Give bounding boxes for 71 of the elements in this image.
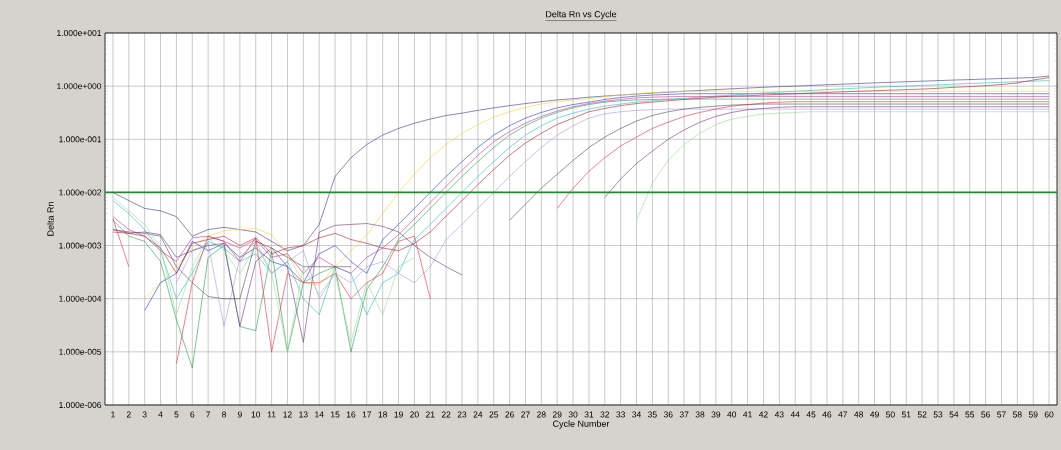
x-tick-label: 55 <box>965 411 975 418</box>
x-tick-label: 48 <box>854 411 864 418</box>
x-tick-label: 31 <box>584 411 594 418</box>
x-tick-label: 32 <box>600 411 610 418</box>
x-tick-label: 45 <box>806 411 816 418</box>
x-tick-label: 46 <box>822 411 832 418</box>
y-tick-label: 1.000e-001 <box>59 136 102 143</box>
x-tick-label: 8 <box>222 411 226 418</box>
y-tick-label: 1.000e+000 <box>57 83 102 90</box>
y-tick-label: 1.000e-004 <box>59 295 102 302</box>
x-tick-label: 5 <box>174 411 179 418</box>
x-tick-label: 29 <box>552 411 562 418</box>
x-tick-label: 13 <box>299 411 308 418</box>
y-axis-title: Delta Rn <box>47 202 54 236</box>
x-tick-label: 28 <box>537 411 546 418</box>
x-tick-label: 44 <box>790 411 800 418</box>
x-tick-label: 11 <box>267 411 276 418</box>
x-tick-label: 36 <box>663 411 673 418</box>
x-tick-label: 37 <box>679 411 689 418</box>
x-tick-label: 22 <box>441 411 451 418</box>
x-tick-label: 43 <box>774 411 784 418</box>
y-tick-label: 1.000e-005 <box>59 348 102 355</box>
x-tick-label: 41 <box>743 411 752 418</box>
x-tick-label: 58 <box>1012 411 1022 418</box>
x-tick-label: 26 <box>505 411 514 418</box>
x-tick-label: 47 <box>838 411 848 418</box>
y-tick-label: 1.000e+001 <box>57 30 102 36</box>
y-tick-label: 1.000e-006 <box>59 402 102 408</box>
y-tick-label: 1.000e-002 <box>59 189 102 196</box>
x-tick-label: 15 <box>331 411 340 418</box>
x-tick-label: 14 <box>315 411 324 418</box>
x-tick-label: 39 <box>711 411 721 418</box>
x-tick-label: 21 <box>425 411 435 418</box>
x-tick-label: 50 <box>886 411 895 418</box>
x-tick-label: 52 <box>917 411 927 418</box>
x-tick-label: 59 <box>1028 411 1038 418</box>
x-tick-label: 6 <box>190 411 195 418</box>
x-tick-label: 54 <box>949 411 959 418</box>
x-tick-label: 53 <box>933 411 943 418</box>
x-tick-label: 49 <box>870 411 879 418</box>
x-tick-label: 25 <box>489 411 499 418</box>
x-axis-title: Cycle Number <box>553 420 610 429</box>
x-tick-label: 20 <box>410 411 419 418</box>
x-tick-label: 16 <box>346 411 356 418</box>
x-tick-label: 33 <box>616 411 626 418</box>
x-tick-label: 1 <box>111 411 115 418</box>
y-tick-label: 1.000e-003 <box>59 242 102 249</box>
x-tick-label: 34 <box>632 411 642 418</box>
x-tick-label: 60 <box>1044 411 1054 418</box>
x-tick-label: 56 <box>981 411 990 418</box>
x-tick-label: 17 <box>362 411 372 418</box>
x-tick-label: 19 <box>394 411 403 418</box>
x-tick-label: 9 <box>237 411 242 418</box>
x-tick-label: 18 <box>378 411 388 418</box>
x-tick-label: 10 <box>251 411 261 418</box>
x-tick-label: 42 <box>758 411 768 418</box>
x-tick-label: 40 <box>727 411 737 418</box>
x-tick-label: 2 <box>126 411 131 418</box>
x-tick-label: 7 <box>206 411 211 418</box>
x-tick-label: 35 <box>648 411 657 418</box>
x-tick-label: 27 <box>521 411 530 418</box>
x-tick-label: 3 <box>142 411 147 418</box>
x-tick-label: 57 <box>997 411 1006 418</box>
x-tick-label: 30 <box>568 411 578 418</box>
x-tick-label: 24 <box>473 411 483 418</box>
x-tick-label: 12 <box>283 411 292 418</box>
x-tick-label: 23 <box>457 411 467 418</box>
x-tick-label: 51 <box>901 411 911 418</box>
chart-title: Delta Rn vs Cycle <box>546 10 617 20</box>
x-tick-label: 38 <box>695 411 705 418</box>
x-tick-label: 4 <box>158 411 163 418</box>
